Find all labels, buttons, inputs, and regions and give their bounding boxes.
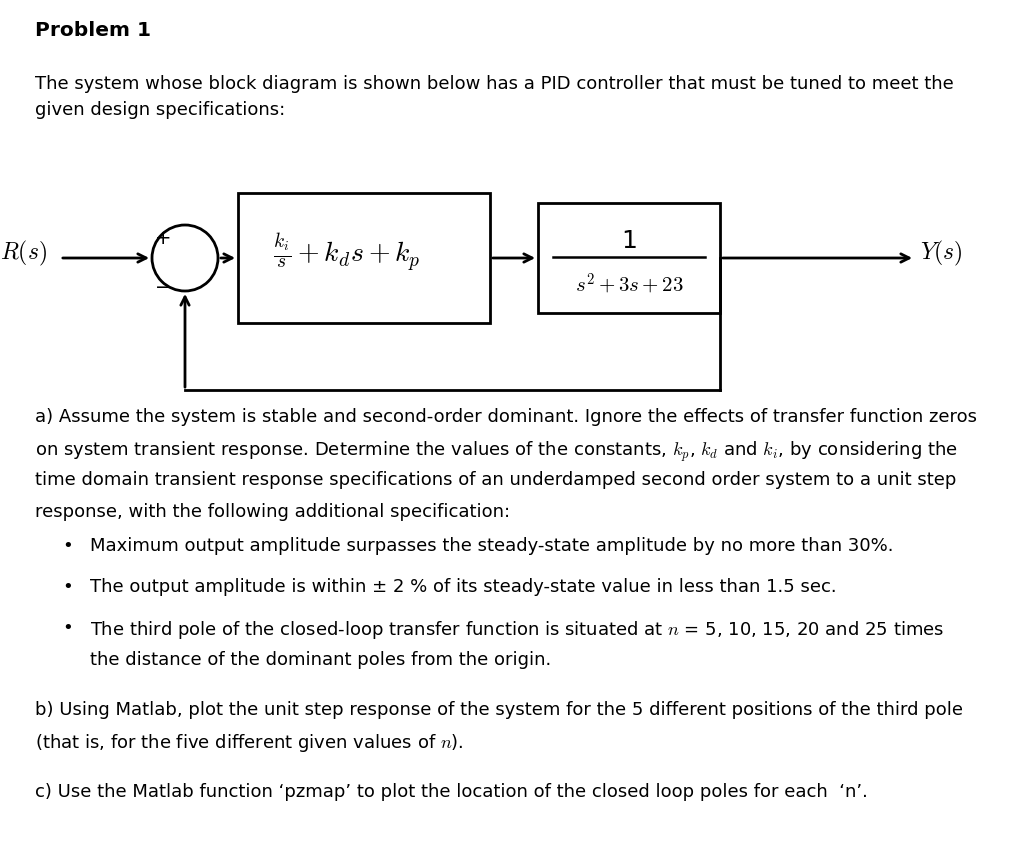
Text: $s^2 + 3s + 23$: $s^2 + 3s + 23$ [574,272,683,297]
Text: •: • [62,537,74,555]
Text: response, with the following additional specification:: response, with the following additional … [35,502,510,520]
Text: Maximum output amplitude surpasses the steady-state amplitude by no more than 30: Maximum output amplitude surpasses the s… [90,537,894,555]
FancyBboxPatch shape [538,203,720,313]
Text: The system whose block diagram is shown below has a PID controller that must be : The system whose block diagram is shown … [35,75,953,119]
Text: the distance of the dominant poles from the origin.: the distance of the dominant poles from … [90,651,551,669]
Text: b) Using Matlab, plot the unit step response of the system for the 5 different p: b) Using Matlab, plot the unit step resp… [35,701,963,719]
Text: a) Assume the system is stable and second-order dominant. Ignore the effects of : a) Assume the system is stable and secon… [35,408,977,426]
Text: $R(s)$: $R(s)$ [0,238,47,268]
Text: time domain transient response specifications of an underdamped second order sys: time domain transient response specifica… [35,471,956,489]
Text: Problem 1: Problem 1 [35,21,151,40]
Text: $\frac{k_i}{s} + k_d s + k_p$: $\frac{k_i}{s} + k_d s + k_p$ [273,232,421,274]
Text: +: + [155,229,171,248]
Text: (that is, for the five different given values of $n$).: (that is, for the five different given v… [35,733,464,754]
Text: The output amplitude is within ± 2 % of its steady-state value in less than 1.5 : The output amplitude is within ± 2 % of … [90,578,837,596]
Text: The third pole of the closed-loop transfer function is situated at $n$ = 5, 10, : The third pole of the closed-loop transf… [90,619,944,641]
Text: on system transient response. Determine the values of the constants, $k_p$, $k_d: on system transient response. Determine … [35,439,957,463]
Text: •: • [62,619,74,637]
Text: −: − [155,279,171,298]
FancyBboxPatch shape [238,193,490,323]
Text: 1: 1 [622,229,637,253]
Text: $Y(s)$: $Y(s)$ [920,238,963,268]
Text: •: • [62,578,74,596]
Text: c) Use the Matlab function ‘pzmap’ to plot the location of the closed loop poles: c) Use the Matlab function ‘pzmap’ to pl… [35,783,868,801]
